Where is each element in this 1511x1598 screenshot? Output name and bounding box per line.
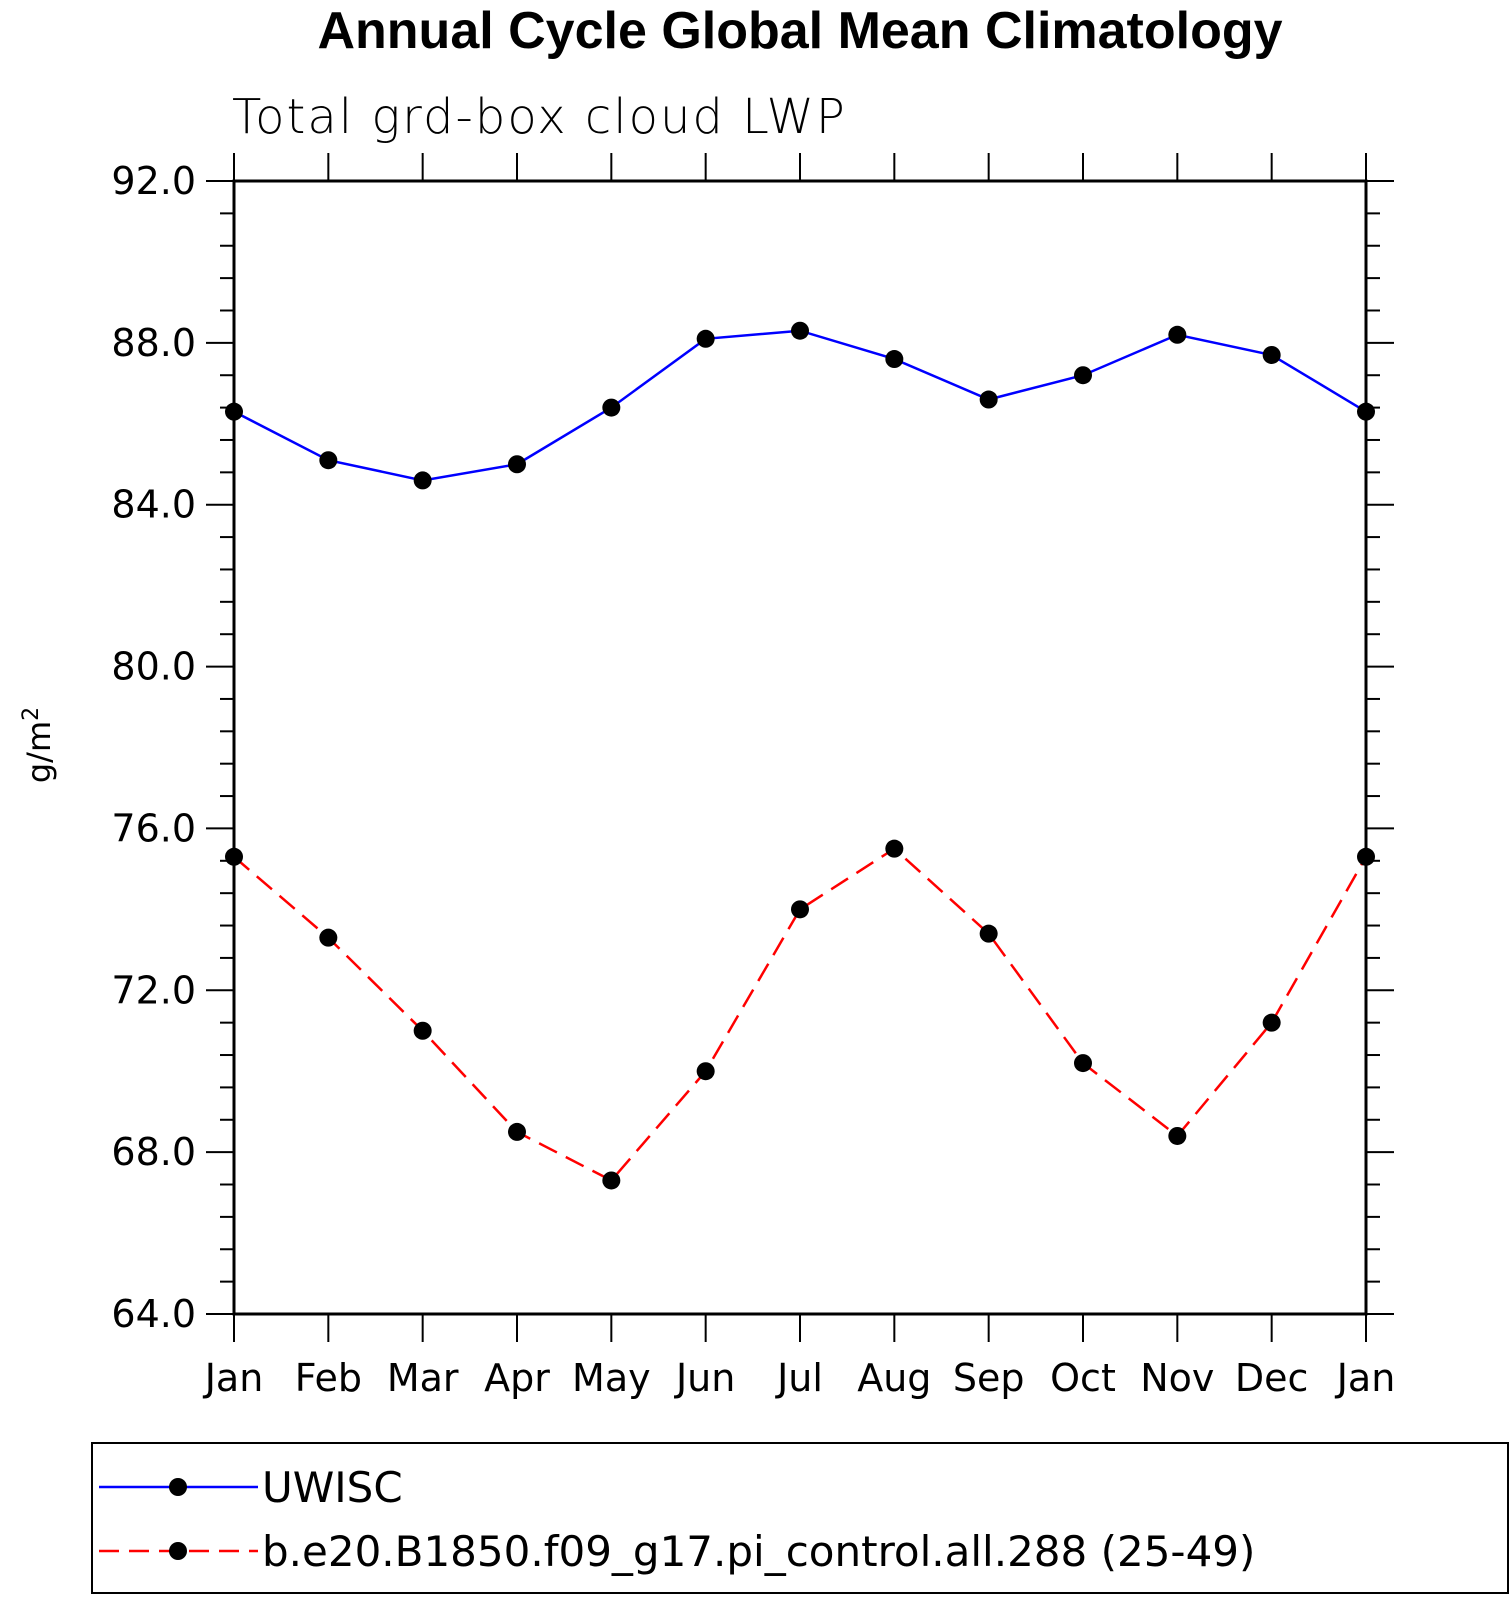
- legend-marker: [169, 1542, 187, 1560]
- y-axis-label-text: g/m: [20, 721, 58, 783]
- x-tick-label: Nov: [1140, 1356, 1214, 1400]
- data-point: [979, 390, 998, 409]
- x-tick-label: Dec: [1235, 1356, 1309, 1400]
- legend: UWISC b.e20.B1850.f09_g17.pi_control.all.…: [99, 1463, 1255, 1576]
- data-point: [1074, 1054, 1092, 1073]
- data-point: [696, 329, 715, 348]
- x-tick-label: Jun: [674, 1356, 735, 1400]
- y-axis-label: g/m2: [19, 707, 58, 783]
- data-point: [979, 924, 998, 943]
- data-point: [225, 402, 243, 421]
- data-point: [319, 928, 338, 947]
- series-layer: [225, 321, 1375, 1190]
- data-point: [1357, 847, 1375, 866]
- data-point: [1074, 366, 1092, 385]
- legend-label: b.e20.B1850.f09_g17.pi_control.all.288 (…: [262, 1527, 1255, 1576]
- series-line: [233, 847, 1368, 1183]
- x-tick-label: Sep: [953, 1356, 1025, 1400]
- data-point: [885, 839, 904, 858]
- data-point: [791, 321, 809, 340]
- y-tick-label: 76.0: [111, 806, 196, 850]
- legend-box: [91, 1442, 1509, 1594]
- series-line: [233, 329, 1367, 482]
- y-tick-label: 88.0: [111, 321, 196, 365]
- data-point: [413, 471, 432, 490]
- y-tick-label: 80.0: [111, 645, 196, 689]
- x-tick-label: Jan: [203, 1356, 264, 1400]
- y-tick-label: 72.0: [111, 968, 196, 1012]
- data-point: [696, 1062, 715, 1081]
- x-tick-label: Feb: [295, 1356, 362, 1400]
- y-tick-label: 68.0: [111, 1130, 196, 1174]
- data-point: [1262, 1013, 1281, 1032]
- series-1: [225, 321, 1375, 490]
- y-axis-label-superscript: 2: [19, 707, 44, 721]
- data-point: [1168, 325, 1187, 344]
- data-point: [508, 1122, 526, 1141]
- data-point: [508, 455, 526, 474]
- legend-marker: [169, 1478, 187, 1496]
- x-tick-label: Apr: [484, 1356, 550, 1400]
- plot-frame: [232, 179, 1368, 1316]
- y-tick-label: 92.0: [111, 159, 196, 203]
- legend-label: UWISC: [262, 1463, 403, 1512]
- y-tick-label: 64.0: [111, 1292, 196, 1336]
- x-tick-label: Mar: [387, 1356, 459, 1400]
- data-point: [1262, 345, 1281, 364]
- data-point: [319, 451, 338, 470]
- data-point: [791, 900, 809, 919]
- data-point: [1357, 402, 1375, 421]
- x-tick-label: Oct: [1050, 1356, 1116, 1400]
- axes: 64.0 68.0 72.0 76.0 80.0 84.0 88.0 92.0 Jan Feb Ma…: [111, 153, 1395, 1400]
- series-2: [225, 839, 1375, 1190]
- data-point: [413, 1021, 432, 1040]
- data-point: [885, 350, 904, 369]
- chart-subtitle: Total grd-box cloud LWP: [232, 89, 847, 145]
- y-tick-label: 84.0: [111, 483, 196, 527]
- x-tick-label: May: [572, 1356, 651, 1400]
- data-point: [602, 398, 621, 417]
- x-tick-label: Jul: [775, 1356, 823, 1400]
- x-tick-label: Jan: [1335, 1356, 1396, 1400]
- data-point: [1168, 1126, 1187, 1145]
- chart-title: Annual Cycle Global Mean Climatology: [317, 2, 1282, 60]
- data-point: [602, 1171, 621, 1190]
- data-point: [225, 847, 243, 866]
- x-tick-label: Aug: [857, 1356, 931, 1400]
